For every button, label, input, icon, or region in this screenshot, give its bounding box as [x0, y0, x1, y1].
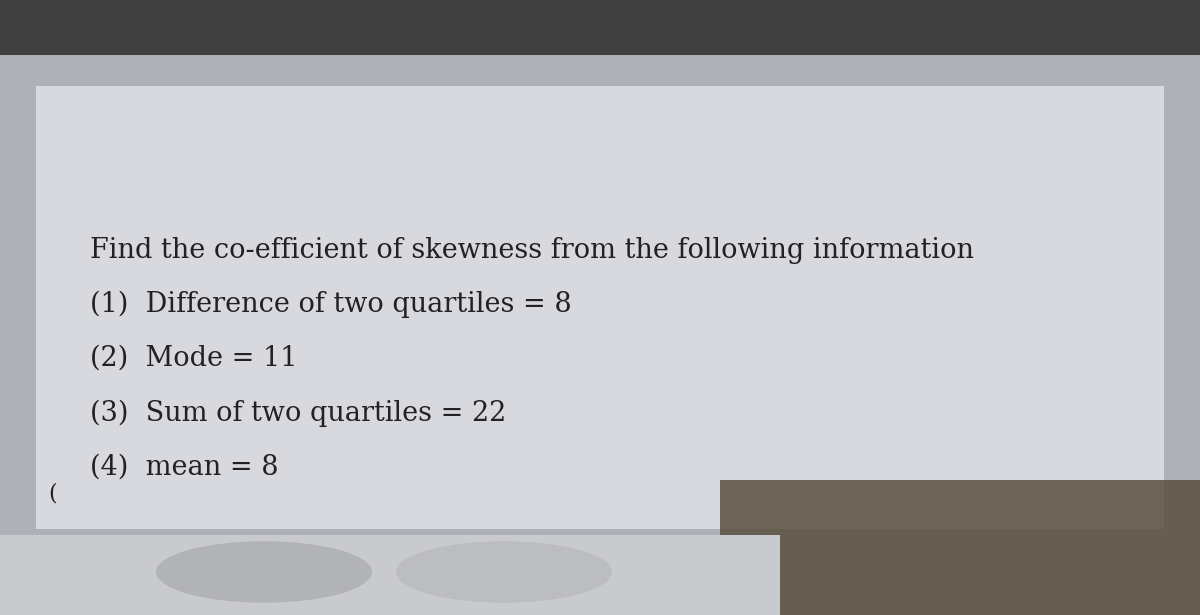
- Text: (2)  Mode = 11: (2) Mode = 11: [90, 345, 298, 372]
- Ellipse shape: [156, 541, 372, 603]
- Ellipse shape: [396, 541, 612, 603]
- Text: Find the co-efficient of skewness from the following information: Find the co-efficient of skewness from t…: [90, 237, 974, 264]
- Bar: [720, 480, 1200, 615]
- Bar: [0, 0, 1200, 55]
- Text: (4)  mean = 8: (4) mean = 8: [90, 453, 278, 480]
- Text: (: (: [48, 482, 56, 504]
- Text: (3)  Sum of two quartiles = 22: (3) Sum of two quartiles = 22: [90, 399, 506, 427]
- Bar: [0, 535, 780, 615]
- Bar: [36, 86, 1164, 529]
- Text: (1)  Difference of two quartiles = 8: (1) Difference of two quartiles = 8: [90, 291, 571, 319]
